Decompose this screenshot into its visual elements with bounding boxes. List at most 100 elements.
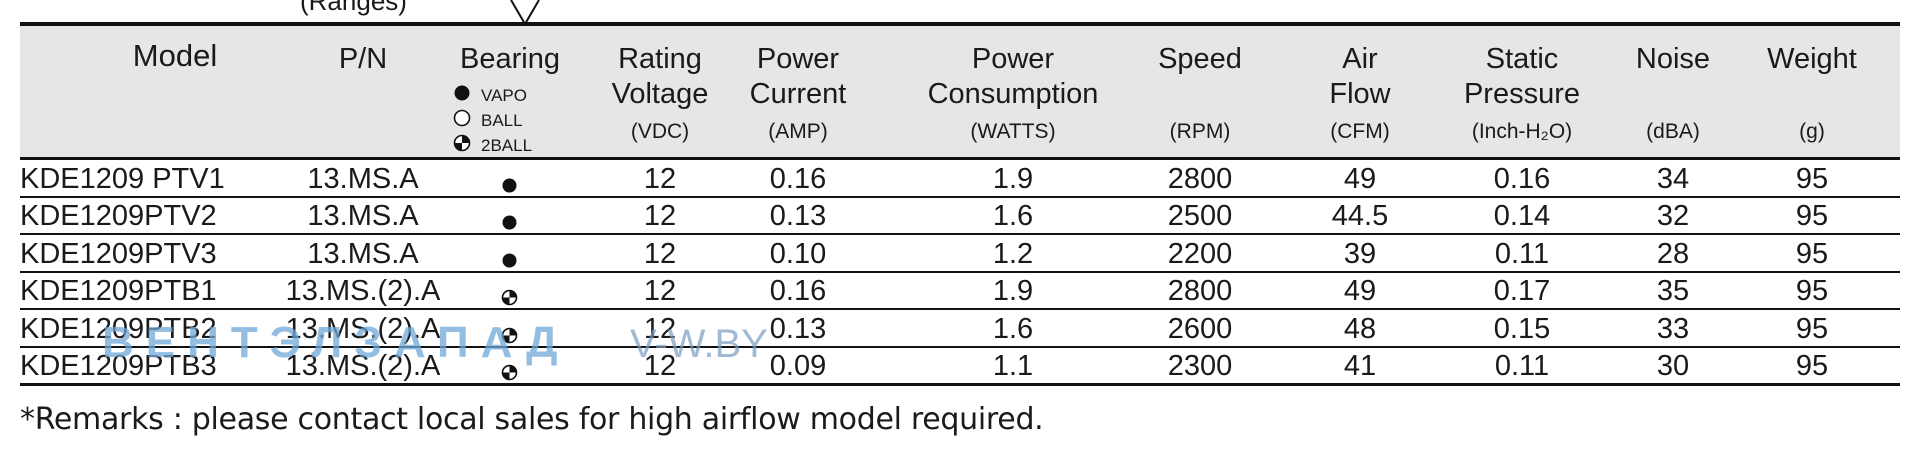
legend-label: BALL xyxy=(481,110,523,130)
cell-pressure: 0.17 xyxy=(1493,275,1551,307)
cell-speed: 2500 xyxy=(1167,200,1233,232)
cell-airflow: 49 xyxy=(1343,275,1377,307)
cell-current: 0.16 xyxy=(769,275,827,307)
cell-speed: 2600 xyxy=(1167,313,1233,345)
column-unit-current: (AMP) xyxy=(768,120,828,143)
table-row: KDE1209PTB3 13.MS.(2).A 12 0.09 1.1 2300 41 0.… xyxy=(20,347,1900,384)
cell-speed: 2800 xyxy=(1167,275,1233,307)
cell-power: 1.9 xyxy=(992,163,1034,195)
table-header xyxy=(20,26,1900,158)
cell-model: KDE1209PTB2 xyxy=(20,313,217,345)
column-header-line: P/N xyxy=(338,43,388,75)
cell-weight: 95 xyxy=(1795,275,1829,307)
column-header-line: Air xyxy=(1342,43,1378,75)
cell-model: KDE1209PTV3 xyxy=(20,238,217,270)
cell-power: 1.6 xyxy=(992,200,1034,232)
row-divider xyxy=(20,383,1900,386)
cell-voltage: 12 xyxy=(643,163,677,195)
remarks-note: *Remarks : please contact local sales fo… xyxy=(20,402,1044,437)
column-header-line: Flow xyxy=(1329,78,1391,110)
cell-power: 1.6 xyxy=(992,313,1034,345)
cell-model: KDE1209 PTV1 xyxy=(20,163,225,195)
legend-label: 2BALL xyxy=(481,135,533,155)
watermark-right: V-W.BY xyxy=(630,322,768,366)
cell-airflow: 41 xyxy=(1343,350,1377,382)
cell-pressure: 0.16 xyxy=(1493,163,1551,195)
column-header-line: Current xyxy=(749,78,847,110)
vapo-bearing-icon xyxy=(501,207,518,237)
table-row: KDE1209PTV2 13.MS.A 12 0.13 1.6 2500 44.5 0.14 3… xyxy=(20,197,1900,234)
cell-pn: 13.MS.A xyxy=(307,238,419,270)
row-divider xyxy=(20,308,1900,310)
table-row: KDE1209PTB1 13.MS.(2).A 12 0.16 1.9 2800 49 0.… xyxy=(20,272,1900,309)
cell-noise: 30 xyxy=(1656,350,1690,382)
cell-pressure: 0.11 xyxy=(1494,350,1550,382)
cell-power: 1.9 xyxy=(992,275,1034,307)
cell-voltage: 12 xyxy=(643,275,677,307)
cell-noise: 34 xyxy=(1656,163,1690,195)
cell-model: KDE1209PTV2 xyxy=(20,200,217,232)
watermark-left: ВЕНТЭЛЗАПАД xyxy=(102,318,570,367)
cell-voltage: 12 xyxy=(643,200,677,232)
column-header-line: Noise xyxy=(1635,43,1711,75)
cell-current: 0.10 xyxy=(769,238,827,270)
column-header-speed: Speed xyxy=(1125,42,1275,77)
vapo-bearing-icon xyxy=(453,84,471,107)
column-header-line: Rating xyxy=(618,43,702,75)
cell-pn: 13.MS.(2).A xyxy=(285,313,441,345)
2ball-bearing-icon xyxy=(501,282,518,312)
column-unit-airflow: (CFM) xyxy=(1330,120,1390,143)
cell-pn: 13.MS.A xyxy=(307,200,419,232)
cell-airflow: 48 xyxy=(1343,313,1377,345)
table-row: KDE1209PTV3 13.MS.A 12 0.10 1.2 2200 39 0.11 28 9… xyxy=(20,235,1900,272)
cell-pressure: 0.11 xyxy=(1494,238,1550,270)
cell-speed: 2200 xyxy=(1167,238,1233,270)
column-header-line: Power xyxy=(756,43,840,75)
legend-label: VAPO xyxy=(481,85,527,105)
column-header-weight: Weight xyxy=(1752,42,1872,77)
table-top-border xyxy=(20,22,1900,26)
cell-noise: 32 xyxy=(1656,200,1690,232)
row-divider xyxy=(20,233,1900,235)
cell-power: 1.1 xyxy=(992,350,1034,382)
2ball-bearing-icon xyxy=(453,134,471,157)
column-header-line: Model xyxy=(132,38,218,73)
vapo-bearing-icon xyxy=(501,170,518,200)
table-row: KDE1209PTB2 13.MS.(2).A 12 0.13 1.6 2600 48 0.… xyxy=(20,310,1900,347)
cell-airflow: 44.5 xyxy=(1331,200,1389,232)
column-header-pressure: Static Pressure xyxy=(1427,42,1617,112)
column-header-line: Bearing xyxy=(460,43,560,75)
cell-voltage: 12 xyxy=(643,350,677,382)
column-unit-noise: (dBA) xyxy=(1646,120,1700,143)
2ball-bearing-icon xyxy=(501,320,518,350)
column-header-line: Consumption xyxy=(927,78,1099,110)
legend-item-2ball: 2BALL xyxy=(453,134,532,157)
row-divider xyxy=(20,271,1900,273)
column-header-line: Voltage xyxy=(611,78,709,110)
cell-speed: 2300 xyxy=(1167,350,1233,382)
2ball-bearing-icon xyxy=(501,357,518,387)
cell-voltage: 12 xyxy=(643,313,677,345)
column-header-line: Pressure xyxy=(1463,78,1581,110)
column-header-line: Weight xyxy=(1767,43,1857,75)
column-header-line: Static xyxy=(1485,43,1559,75)
cell-weight: 95 xyxy=(1795,350,1829,382)
cell-weight: 95 xyxy=(1795,200,1829,232)
partial-heading-text: (Ranges) xyxy=(300,0,407,16)
vapo-bearing-icon xyxy=(501,245,518,275)
cell-weight: 95 xyxy=(1795,313,1829,345)
column-unit-pressure: (Inch-H₂O) xyxy=(1471,120,1573,143)
cell-airflow: 49 xyxy=(1343,163,1377,195)
cell-pressure: 0.15 xyxy=(1493,313,1551,345)
cell-noise: 35 xyxy=(1656,275,1690,307)
cell-current: 0.09 xyxy=(769,350,827,382)
column-header-voltage: Rating Voltage xyxy=(585,42,735,112)
cell-noise: 28 xyxy=(1656,238,1690,270)
column-header-noise: Noise xyxy=(1613,42,1733,77)
cell-current: 0.13 xyxy=(769,200,827,232)
row-divider xyxy=(20,346,1900,348)
cell-speed: 2800 xyxy=(1167,163,1233,195)
column-header-power: Power Consumption xyxy=(898,42,1128,112)
table-row: KDE1209 PTV1 13.MS.A 12 0.16 1.9 2800 49 0.16 34… xyxy=(20,160,1900,197)
row-divider xyxy=(20,196,1900,198)
